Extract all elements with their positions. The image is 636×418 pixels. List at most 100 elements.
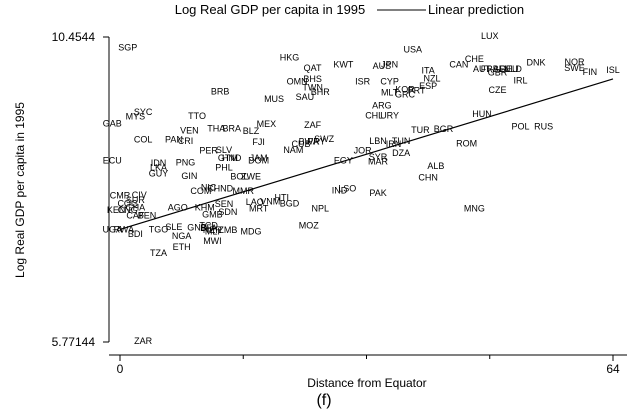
data-point-isr: ISR: [355, 77, 371, 87]
data-point-mys: MYS: [126, 112, 146, 122]
data-point-ind: IND: [332, 185, 348, 195]
data-point-gin: GIN: [181, 171, 197, 181]
data-point-blz: BLZ: [243, 126, 260, 136]
data-point-mdg: MDG: [240, 226, 261, 236]
data-point-alb: ALB: [427, 161, 444, 171]
data-point-gnb: GNB: [187, 222, 207, 232]
data-point-nga: NGA: [172, 231, 192, 241]
data-point-eth: ETH: [173, 242, 191, 252]
data-point-khm: KHM: [195, 202, 215, 212]
data-point-rom: ROM: [456, 138, 477, 148]
data-point-mmr: MMR: [233, 186, 255, 196]
data-point-tto: TTO: [188, 111, 206, 121]
data-point-sau: SAU: [296, 92, 315, 102]
data-point-irl: IRL: [514, 75, 528, 85]
data-point-sgp: SGP: [118, 43, 137, 53]
data-point-twn: TWN: [302, 82, 323, 92]
data-point-guy: GUY: [149, 168, 169, 178]
data-point-rus: RUS: [534, 122, 553, 132]
data-point-gab: GAB: [103, 118, 122, 128]
data-point-tun: TUN: [392, 136, 411, 146]
data-point-pan: PAN: [165, 135, 183, 145]
data-point-sle: SLE: [165, 222, 182, 232]
data-point-dza: DZA: [392, 148, 410, 158]
data-point-mli: MLI: [205, 226, 220, 236]
data-point-tza: TZA: [150, 248, 167, 258]
data-point-omn: OMN: [287, 77, 308, 87]
data-point-dnk: DNK: [526, 58, 545, 68]
data-point-qat: QAT: [304, 63, 322, 73]
data-point-png: PNG: [176, 157, 196, 167]
data-point-cze: CZE: [488, 85, 506, 95]
data-point-lux: LUX: [481, 31, 499, 41]
data-point-arg: ARG: [372, 101, 392, 111]
data-point-bol: BOL: [230, 172, 248, 182]
data-point-vnm: VNM: [260, 196, 280, 206]
data-point-caf: CAF: [126, 211, 145, 221]
data-point-nzl: NZL: [423, 73, 440, 83]
data-point-phl: PHL: [215, 163, 233, 173]
data-point-nld: NLD: [504, 64, 523, 74]
data-point-deu: DEU: [500, 64, 519, 74]
legend-label-points: Log Real GDP per capita in 1995: [175, 2, 366, 17]
data-point-mwi: MWI: [203, 236, 222, 246]
data-point-uga: UGA: [103, 224, 123, 234]
data-point-per: PER: [199, 146, 218, 156]
x-minor-ticks: [242, 355, 491, 359]
data-point-chl: CHL: [365, 110, 383, 120]
data-point-chn: CHN: [418, 172, 438, 182]
data-point-irn: IRN: [386, 139, 402, 149]
data-point-lso: LSO: [338, 183, 356, 193]
data-point-dom: DOM: [248, 155, 269, 165]
data-point-mar: MAR: [368, 157, 389, 167]
data-point-hnd: HND: [222, 153, 242, 163]
data-point-brb: BRB: [211, 86, 230, 96]
data-point-gtm: GTM: [218, 153, 238, 163]
data-point-fji: FJI: [252, 137, 265, 147]
data-point-slv: SLV: [216, 145, 232, 155]
data-point-nor: NOR: [564, 57, 585, 67]
data-point-ury: URY: [380, 110, 399, 120]
data-point-fra: FRA: [481, 64, 499, 74]
data-point-cri: CRI: [178, 136, 194, 146]
x-tick-label-left: 0: [117, 362, 124, 376]
data-point-sen: SEN: [215, 199, 234, 209]
data-point-kwt: KWT: [333, 60, 353, 70]
data-point-grc: GRC: [395, 90, 416, 100]
data-point-tha: THA: [207, 123, 225, 133]
data-point-cyp: CYP: [380, 77, 399, 87]
data-point-gbr: GBR: [488, 67, 508, 77]
linear-prediction-line: [119, 78, 614, 230]
data-point-zwe: ZWE: [241, 172, 261, 182]
data-point-swz: SWZ: [314, 134, 334, 144]
data-point-pol: POL: [512, 122, 530, 132]
data-point-gmb: GMB: [202, 209, 223, 219]
data-point-mex: MEX: [257, 119, 277, 129]
data-point-moz: MOZ: [299, 221, 319, 231]
data-point-jpn: JPN: [381, 60, 398, 70]
data-point-syc: SYC: [134, 107, 153, 117]
data-point-kor: KOR: [395, 84, 415, 94]
data-point-nam: NAM: [283, 145, 303, 155]
data-point-tcd: TCD: [199, 221, 218, 231]
data-point-mlt: MLT: [381, 88, 399, 98]
data-point-com: COM: [190, 186, 211, 196]
data-point-bwa: BWA: [299, 136, 319, 146]
figure-caption: (f): [316, 392, 331, 409]
y-tick-label-top: 10.4544: [52, 30, 96, 44]
data-point-cmr: CMR: [110, 191, 131, 201]
data-point-bhs: BHS: [303, 74, 322, 84]
x-axis-label: Distance from Equator: [307, 376, 426, 390]
legend: Log Real GDP per capita in 1995 Linear p…: [175, 2, 524, 17]
data-point-zar: ZAR: [134, 336, 153, 346]
data-point-tgo: TGO: [149, 224, 169, 234]
data-point-sur: SUR: [126, 195, 146, 205]
data-point-can: CAN: [449, 60, 468, 70]
data-point-egy: EGY: [334, 155, 353, 165]
data-point-ita: ITA: [421, 66, 434, 76]
data-point-tur: TUR: [411, 125, 430, 135]
y-axis-label: Log Real GDP per capita in 1995: [13, 102, 27, 278]
data-point-lao: LAO: [246, 197, 264, 207]
